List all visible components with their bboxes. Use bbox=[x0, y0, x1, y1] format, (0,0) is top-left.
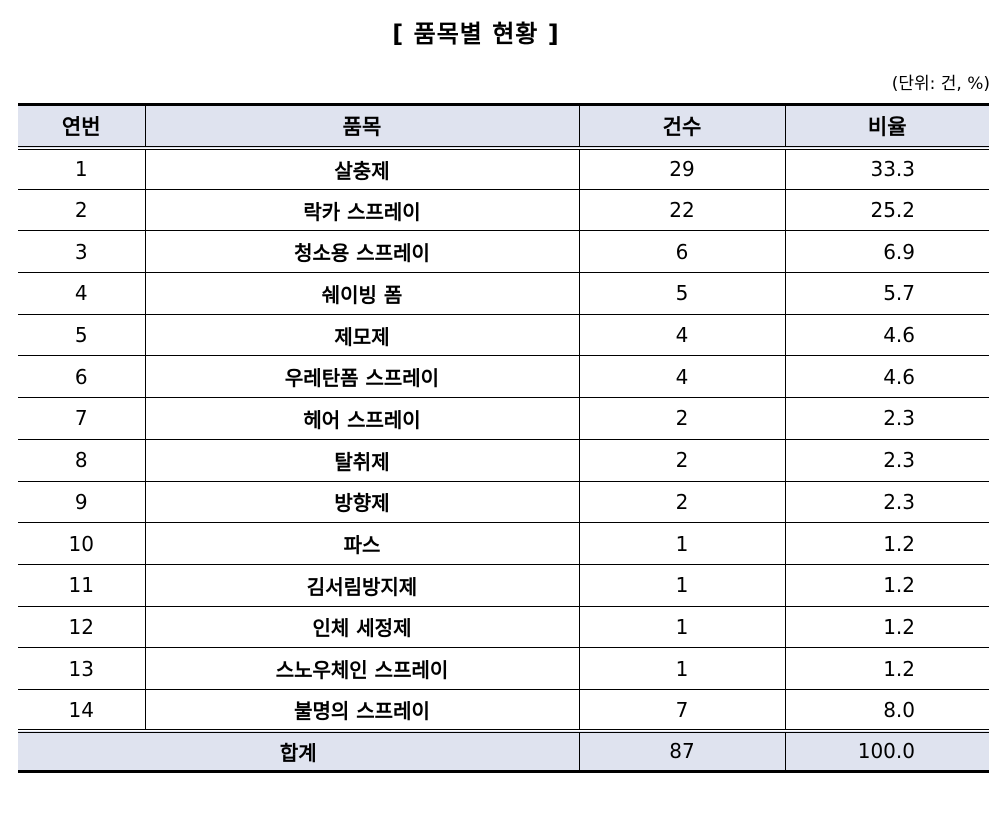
table-row: 4 쉐이빙 폼 5 5.7 bbox=[18, 272, 989, 315]
cell-count: 4 bbox=[578, 355, 786, 399]
cell-item: 제모제 bbox=[144, 313, 580, 357]
cell-item: 살충제 bbox=[144, 147, 580, 190]
cell-ratio: 2.3 bbox=[784, 397, 989, 440]
cell-no: 4 bbox=[18, 272, 146, 315]
cell-no: 5 bbox=[18, 313, 146, 357]
cell-count: 1 bbox=[578, 563, 786, 607]
cell-no: 12 bbox=[18, 605, 146, 649]
table-row: 13 스노우체인 스프레이 1 1.2 bbox=[18, 647, 989, 690]
cell-no: 13 bbox=[18, 647, 146, 690]
header-row: 연번 품목 건수 비율 bbox=[18, 103, 989, 150]
header-ratio: 비율 bbox=[784, 103, 989, 150]
cell-count: 29 bbox=[578, 147, 786, 190]
cell-no: 1 bbox=[18, 147, 146, 190]
cell-item: 인체 세정제 bbox=[144, 605, 580, 649]
table-row: 7 헤어 스프레이 2 2.3 bbox=[18, 397, 989, 440]
cell-ratio: 25.2 bbox=[784, 188, 989, 232]
cell-ratio: 8.0 bbox=[784, 688, 989, 734]
cell-count: 7 bbox=[578, 688, 786, 734]
cell-item: 방향제 bbox=[144, 480, 580, 524]
table-row: 11 김서림방지제 1 1.2 bbox=[18, 563, 989, 607]
total-count: 87 bbox=[578, 730, 786, 773]
cell-item: 스노우체인 스프레이 bbox=[144, 647, 580, 690]
cell-item: 헤어 스프레이 bbox=[144, 397, 580, 440]
table-row: 9 방향제 2 2.3 bbox=[18, 480, 989, 524]
cell-ratio: 5.7 bbox=[784, 272, 989, 315]
table-body: 1 살충제 29 33.3 2 락카 스프레이 22 25.2 3 청소용 스프레이 6 6.9 4 쉐이… bbox=[18, 147, 989, 734]
table-row: 12 인체 세정제 1 1.2 bbox=[18, 605, 989, 649]
cell-item: 우레탄폼 스프레이 bbox=[144, 355, 580, 399]
cell-no: 9 bbox=[18, 480, 146, 524]
header-item: 품목 bbox=[144, 103, 580, 150]
table-row: 1 살충제 29 33.3 bbox=[18, 147, 989, 190]
cell-ratio: 1.2 bbox=[784, 605, 989, 649]
cell-ratio: 2.3 bbox=[784, 438, 989, 482]
cell-no: 10 bbox=[18, 522, 146, 565]
cell-ratio: 2.3 bbox=[784, 480, 989, 524]
cell-count: 1 bbox=[578, 647, 786, 690]
cell-count: 2 bbox=[578, 397, 786, 440]
cell-item: 불명의 스프레이 bbox=[144, 688, 580, 734]
table-title: [ 품목별 현황 ] bbox=[392, 20, 560, 48]
header-no: 연번 bbox=[18, 103, 146, 150]
cell-ratio: 6.9 bbox=[784, 230, 989, 274]
header-count: 건수 bbox=[578, 103, 786, 150]
cell-ratio: 1.2 bbox=[784, 563, 989, 607]
cell-count: 6 bbox=[578, 230, 786, 274]
cell-no: 7 bbox=[18, 397, 146, 440]
item-status-table: 연번 품목 건수 비율 1 살충제 29 33.3 2 락카 스프레이 22 25.2 3 청소용… bbox=[18, 103, 989, 773]
table-row: 2 락카 스프레이 22 25.2 bbox=[18, 188, 989, 232]
cell-no: 14 bbox=[18, 688, 146, 734]
cell-no: 3 bbox=[18, 230, 146, 274]
cell-ratio: 33.3 bbox=[784, 147, 989, 190]
table-row: 8 탈취제 2 2.3 bbox=[18, 438, 989, 482]
cell-no: 8 bbox=[18, 438, 146, 482]
cell-item: 파스 bbox=[144, 522, 580, 565]
cell-count: 2 bbox=[578, 438, 786, 482]
unit-note: (단위: 건, %) bbox=[891, 74, 990, 94]
cell-count: 1 bbox=[578, 605, 786, 649]
cell-item: 김서림방지제 bbox=[144, 563, 580, 607]
cell-item: 락카 스프레이 bbox=[144, 188, 580, 232]
cell-item: 쉐이빙 폼 bbox=[144, 272, 580, 315]
cell-ratio: 4.6 bbox=[784, 313, 989, 357]
cell-count: 2 bbox=[578, 480, 786, 524]
total-label: 합계 bbox=[18, 730, 580, 773]
cell-ratio: 1.2 bbox=[784, 647, 989, 690]
cell-no: 2 bbox=[18, 188, 146, 232]
table-row: 6 우레탄폼 스프레이 4 4.6 bbox=[18, 355, 989, 399]
table-row: 14 불명의 스프레이 7 8.0 bbox=[18, 688, 989, 734]
cell-no: 6 bbox=[18, 355, 146, 399]
cell-no: 11 bbox=[18, 563, 146, 607]
cell-count: 4 bbox=[578, 313, 786, 357]
cell-ratio: 4.6 bbox=[784, 355, 989, 399]
cell-count: 22 bbox=[578, 188, 786, 232]
table-row: 5 제모제 4 4.6 bbox=[18, 313, 989, 357]
cell-item: 청소용 스프레이 bbox=[144, 230, 580, 274]
table-row: 10 파스 1 1.2 bbox=[18, 522, 989, 565]
table-row: 3 청소용 스프레이 6 6.9 bbox=[18, 230, 989, 274]
cell-count: 5 bbox=[578, 272, 786, 315]
cell-count: 1 bbox=[578, 522, 786, 565]
cell-ratio: 1.2 bbox=[784, 522, 989, 565]
cell-item: 탈취제 bbox=[144, 438, 580, 482]
total-ratio: 100.0 bbox=[784, 730, 989, 773]
total-row: 합계 87 100.0 bbox=[18, 730, 989, 773]
